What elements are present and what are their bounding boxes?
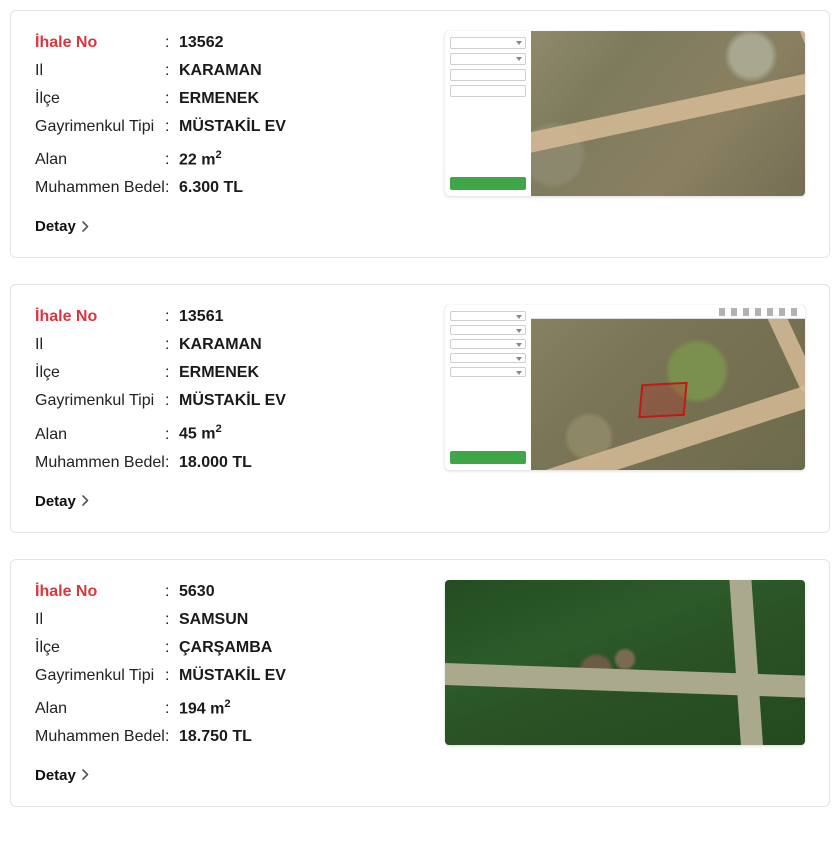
chevron-right-icon xyxy=(82,221,90,233)
separator: : xyxy=(165,580,179,604)
label-ihale_no: İhale No xyxy=(35,305,165,329)
listing-card: İhale No:13561Il:KARAMANİlçe:ERMENEKGayr… xyxy=(10,284,830,532)
separator: : xyxy=(165,389,179,413)
separator: : xyxy=(165,31,179,55)
listing-card: İhale No:13562Il:KARAMANİlçe:ERMENEKGayr… xyxy=(10,10,830,258)
separator: : xyxy=(165,636,179,660)
info-row-alan: Alan:194 m2 xyxy=(35,692,415,721)
label-il: Il xyxy=(35,333,165,357)
separator: : xyxy=(165,148,179,172)
value-ihale_no: 5630 xyxy=(179,580,215,604)
value-tip: MÜSTAKİL EV xyxy=(179,664,286,688)
info-row-alan: Alan:22 m2 xyxy=(35,143,415,172)
detail-link[interactable]: Detay xyxy=(35,493,90,510)
detail-link-label: Detay xyxy=(35,493,76,510)
label-ilce: İlçe xyxy=(35,361,165,385)
value-ilce: ERMENEK xyxy=(179,361,259,385)
separator: : xyxy=(165,725,179,749)
separator: : xyxy=(165,451,179,475)
label-tip: Gayrimenkul Tipi xyxy=(35,664,165,688)
value-tip: MÜSTAKİL EV xyxy=(179,115,286,139)
value-ilce: ÇARŞAMBA xyxy=(179,636,272,660)
listing-image-col xyxy=(435,305,805,509)
value-il: KARAMAN xyxy=(179,59,262,83)
label-ihale_no: İhale No xyxy=(35,580,165,604)
map-filter-panel xyxy=(445,31,531,196)
separator: : xyxy=(165,59,179,83)
info-row-il: Il:KARAMAN xyxy=(35,59,415,83)
value-alan: 194 m2 xyxy=(179,692,231,721)
listing-info: İhale No:13561Il:KARAMANİlçe:ERMENEKGayr… xyxy=(35,305,415,509)
value-bedel: 6.300 TL xyxy=(179,176,243,200)
separator: : xyxy=(165,115,179,139)
detail-link[interactable]: Detay xyxy=(35,218,90,235)
info-row-ilce: İlçe:ERMENEK xyxy=(35,87,415,111)
label-bedel: Muhammen Bedel xyxy=(35,725,165,749)
listing-card: İhale No:5630Il:SAMSUNİlçe:ÇARŞAMBAGayri… xyxy=(10,559,830,807)
map-filter-panel xyxy=(445,305,531,470)
separator: : xyxy=(165,697,179,721)
separator: : xyxy=(165,361,179,385)
info-row-ilce: İlçe:ÇARŞAMBA xyxy=(35,636,415,660)
listing-image-col xyxy=(435,31,805,235)
map-thumbnail[interactable] xyxy=(445,305,805,470)
listing-image-col xyxy=(435,580,805,784)
label-bedel: Muhammen Bedel xyxy=(35,451,165,475)
label-il: Il xyxy=(35,59,165,83)
value-bedel: 18.750 TL xyxy=(179,725,252,749)
info-row-il: Il:KARAMAN xyxy=(35,333,415,357)
value-ihale_no: 13561 xyxy=(179,305,224,329)
info-row-alan: Alan:45 m2 xyxy=(35,417,415,446)
value-tip: MÜSTAKİL EV xyxy=(179,389,286,413)
info-row-tip: Gayrimenkul Tipi:MÜSTAKİL EV xyxy=(35,115,415,139)
info-row-bedel: Muhammen Bedel:18.000 TL xyxy=(35,451,415,475)
value-il: SAMSUN xyxy=(179,608,248,632)
info-row-bedel: Muhammen Bedel:6.300 TL xyxy=(35,176,415,200)
detail-link-label: Detay xyxy=(35,218,76,235)
label-tip: Gayrimenkul Tipi xyxy=(35,115,165,139)
separator: : xyxy=(165,664,179,688)
info-row-ihale_no: İhale No:13562 xyxy=(35,31,415,55)
label-tip: Gayrimenkul Tipi xyxy=(35,389,165,413)
value-alan: 22 m2 xyxy=(179,143,222,172)
info-row-ihale_no: İhale No:5630 xyxy=(35,580,415,604)
chevron-right-icon xyxy=(82,769,90,781)
value-ilce: ERMENEK xyxy=(179,87,259,111)
listing-info: İhale No:5630Il:SAMSUNİlçe:ÇARŞAMBAGayri… xyxy=(35,580,415,784)
value-bedel: 18.000 TL xyxy=(179,451,252,475)
info-row-il: Il:SAMSUN xyxy=(35,608,415,632)
value-ihale_no: 13562 xyxy=(179,31,224,55)
separator: : xyxy=(165,333,179,357)
map-thumbnail[interactable] xyxy=(445,580,805,745)
label-alan: Alan xyxy=(35,148,165,172)
value-alan: 45 m2 xyxy=(179,417,222,446)
info-row-tip: Gayrimenkul Tipi:MÜSTAKİL EV xyxy=(35,389,415,413)
label-il: Il xyxy=(35,608,165,632)
label-ilce: İlçe xyxy=(35,87,165,111)
separator: : xyxy=(165,423,179,447)
label-ihale_no: İhale No xyxy=(35,31,165,55)
info-row-ihale_no: İhale No:13561 xyxy=(35,305,415,329)
map-thumbnail[interactable] xyxy=(445,31,805,196)
separator: : xyxy=(165,87,179,111)
info-row-bedel: Muhammen Bedel:18.750 TL xyxy=(35,725,415,749)
chevron-right-icon xyxy=(82,495,90,507)
listing-info: İhale No:13562Il:KARAMANİlçe:ERMENEKGayr… xyxy=(35,31,415,235)
label-alan: Alan xyxy=(35,423,165,447)
info-row-tip: Gayrimenkul Tipi:MÜSTAKİL EV xyxy=(35,664,415,688)
label-bedel: Muhammen Bedel xyxy=(35,176,165,200)
separator: : xyxy=(165,176,179,200)
label-ilce: İlçe xyxy=(35,636,165,660)
label-alan: Alan xyxy=(35,697,165,721)
separator: : xyxy=(165,305,179,329)
separator: : xyxy=(165,608,179,632)
detail-link-label: Detay xyxy=(35,767,76,784)
value-il: KARAMAN xyxy=(179,333,262,357)
info-row-ilce: İlçe:ERMENEK xyxy=(35,361,415,385)
detail-link[interactable]: Detay xyxy=(35,767,90,784)
